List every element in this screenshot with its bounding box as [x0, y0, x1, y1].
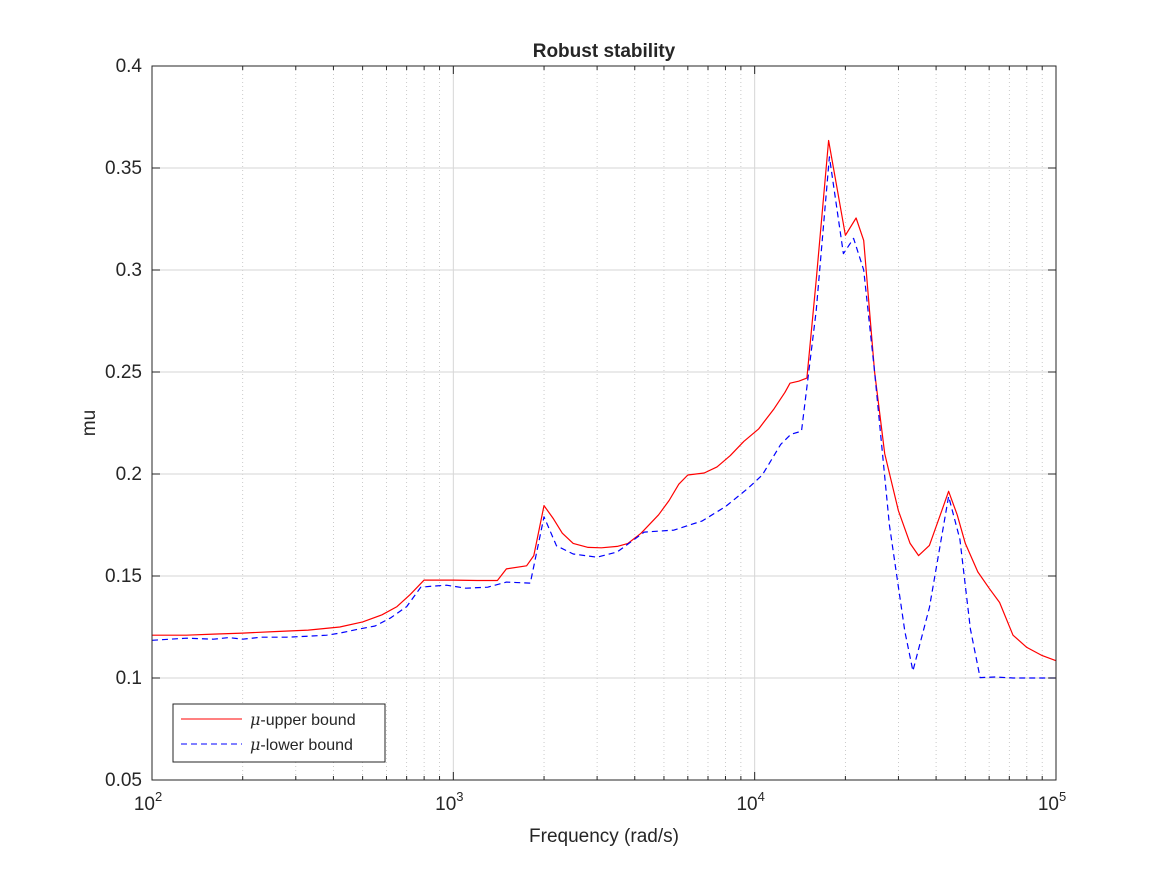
- plot-border: [151, 65, 1057, 781]
- y-axis-label: mu: [79, 410, 100, 436]
- y-tick-label: 0.25: [105, 362, 142, 383]
- series-line-upper-bound: [152, 139, 1057, 662]
- legend-label-upper: μ-upper bound: [250, 710, 356, 729]
- y-tick-label: 0.15: [105, 566, 142, 587]
- legend-label-lower: μ-lower bound: [250, 735, 353, 754]
- y-tick-label: 0.2: [116, 464, 142, 485]
- y-tick-label: 0.4: [116, 56, 143, 77]
- y-tick-label: 0.3: [116, 260, 142, 281]
- x-tick-label: 103: [435, 789, 463, 815]
- y-tick-label: 0.35: [105, 158, 142, 179]
- legend-box: [172, 703, 386, 763]
- x-tick-base: 10: [1038, 794, 1059, 815]
- series-layer: [151, 139, 1057, 679]
- x-tick-base: 10: [134, 794, 155, 815]
- x-tick-label: 105: [1038, 789, 1066, 815]
- y-tick-label: 0.05: [105, 770, 142, 791]
- x-tick-exponent: 4: [758, 789, 765, 804]
- legend-mu-symbol: μ: [250, 735, 260, 754]
- x-tick-label: 104: [736, 789, 764, 815]
- legend-lower-text: -lower bound: [260, 737, 353, 754]
- x-tick-exponent: 3: [456, 789, 463, 804]
- legend[interactable]: μ-upper bound μ-lower bound: [172, 703, 386, 763]
- legend-mu-symbol: μ: [250, 710, 260, 729]
- x-axis-label: Frequency (rad/s): [529, 826, 679, 847]
- chart-title: Robust stability: [533, 41, 676, 62]
- series-line-lower-bound: [151, 156, 1056, 679]
- axis-ticks: [151, 65, 1057, 781]
- x-tick-base: 10: [736, 794, 757, 815]
- x-tick-labels: 102 103 104 105: [134, 789, 1066, 815]
- y-tick-labels: 0.05 0.1 0.15 0.2 0.25 0.3 0.35 0.4: [105, 56, 142, 791]
- plot-area: [152, 66, 1056, 780]
- x-tick-base: 10: [435, 794, 456, 815]
- x-tick-label: 102: [134, 789, 162, 815]
- x-tick-exponent: 2: [155, 789, 162, 804]
- y-tick-label: 0.1: [116, 668, 142, 689]
- legend-upper-text: -upper bound: [260, 712, 355, 729]
- x-tick-exponent: 5: [1059, 789, 1066, 804]
